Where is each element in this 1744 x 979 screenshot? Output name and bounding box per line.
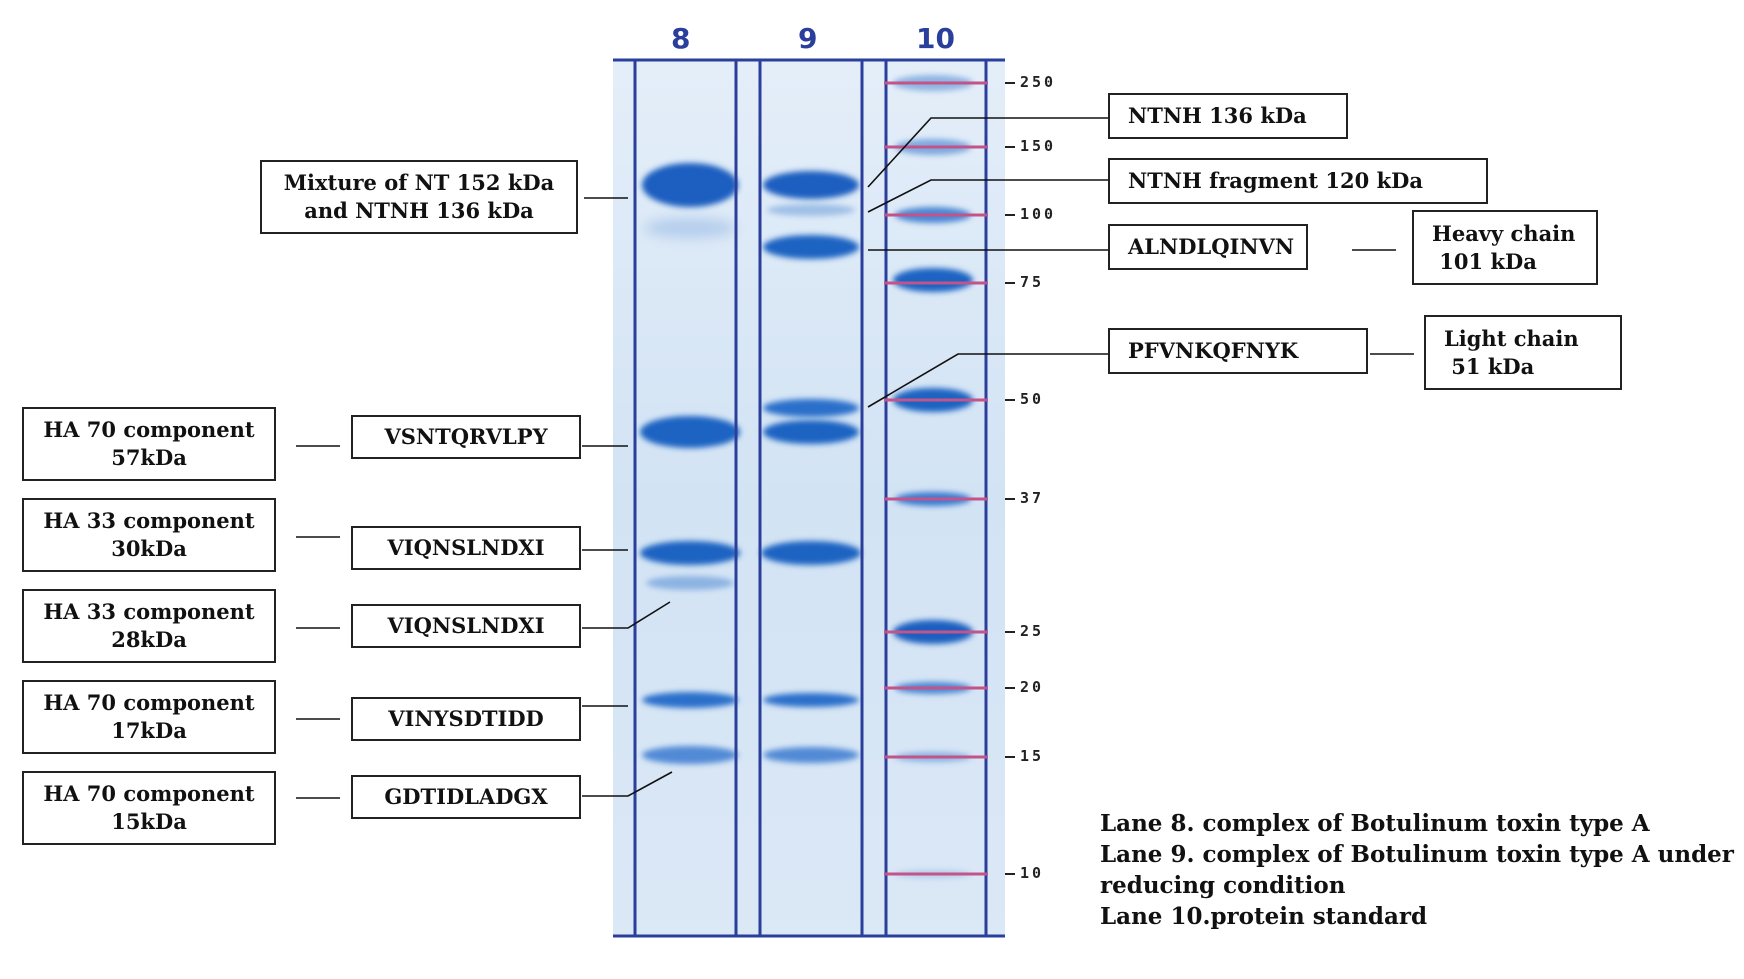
component-box-ha70-17: HA 70 component 17kDa — [22, 680, 276, 754]
marker-ticks — [1005, 82, 1015, 875]
component-box-ha33-30: HA 33 component 30kDa — [22, 498, 276, 572]
legend-line-1: Lane 8. complex of Botulinum toxin type … — [1100, 810, 1650, 837]
component-size: 17kDa — [111, 718, 187, 743]
component-size: 15kDa — [111, 809, 187, 834]
mw-label-100: 100 — [1020, 205, 1057, 223]
lane-10-bands — [893, 75, 973, 878]
heavy-seq-text: ALNDLQINVN — [1128, 234, 1295, 259]
sequence-text: GDTIDLADGX — [384, 784, 548, 809]
heavy-chain-size: 101 kDa — [1432, 248, 1537, 274]
lane-number-9: 9 — [798, 22, 818, 55]
band-lane8-57kda — [640, 416, 740, 448]
component-size: 57kDa — [111, 445, 187, 470]
sequence-box-gdtidladgx: GDTIDLADGX — [351, 775, 581, 819]
band-std-75 — [893, 268, 973, 292]
sequence-box-viqnslndxi-30: VIQNSLNDXI — [351, 526, 581, 570]
band-lane8-mixture — [642, 163, 738, 207]
mw-label-37: 37 — [1020, 489, 1045, 507]
mw-label-20: 20 — [1020, 678, 1045, 696]
band-lane9-57kda — [763, 420, 859, 444]
heavy-chain-box: Heavy chain 101 kDa — [1412, 210, 1598, 285]
band-lane8-15kda — [642, 746, 738, 764]
mw-label-75: 75 — [1020, 273, 1045, 291]
light-chain-box: Light chain 51 kDa — [1424, 315, 1622, 390]
sequence-text: VIQNSLNDXI — [387, 613, 545, 638]
lane-borders — [613, 58, 1005, 938]
band-lane9-light — [763, 399, 859, 417]
band-lane9-15kda — [763, 747, 859, 763]
mw-label-10: 10 — [1020, 864, 1045, 882]
figure-legend: Lane 8. complex of Botulinum toxin type … — [1100, 808, 1734, 932]
lane-number-8: 8 — [671, 22, 691, 55]
mixture-label-line1: Mixture of NT 152 kDa — [283, 170, 555, 195]
ntnh-label: NTNH 136 kDa — [1128, 103, 1307, 128]
band-lane9-heavy — [763, 235, 859, 259]
sequence-box-vsntqrvlpy: VSNTQRVLPY — [351, 415, 581, 459]
ntnh-label-box: NTNH 136 kDa — [1108, 93, 1348, 139]
component-box-ha33-28: HA 33 component 28kDa — [22, 589, 276, 663]
lane-number-10: 10 — [916, 22, 955, 55]
marker-lines — [884, 81, 988, 876]
sequence-box-viqnslndxi-28: VIQNSLNDXI — [351, 604, 581, 648]
band-lane9-17kda — [763, 693, 859, 707]
sequence-text: VIQNSLNDXI — [387, 535, 545, 560]
band-lane9-ntnh — [763, 171, 859, 199]
sequence-text: VSNTQRVLPY — [384, 424, 548, 449]
mixture-label-line2: and NTNH 136 kDa — [304, 198, 534, 223]
band-lane8-17kda — [642, 692, 738, 708]
mw-label-25: 25 — [1020, 622, 1045, 640]
light-chain-name: Light chain — [1444, 325, 1579, 351]
component-box-ha70-57: HA 70 component 57kDa — [22, 407, 276, 481]
component-name: HA 70 component — [43, 690, 255, 715]
mw-label-50: 50 — [1020, 390, 1045, 408]
band-lane9-fragment — [767, 204, 855, 216]
sequence-box-vinysdtidd: VINYSDTIDD — [351, 697, 581, 741]
ntnh-fragment-label: NTNH fragment 120 kDa — [1128, 168, 1423, 193]
heavy-chain-name: Heavy chain — [1432, 220, 1576, 246]
component-name: HA 33 component — [43, 508, 255, 533]
heavy-seq-box: ALNDLQINVN — [1108, 224, 1308, 270]
legend-line-3: reducing condition — [1100, 872, 1346, 899]
ntnh-fragment-label-box: NTNH fragment 120 kDa — [1108, 158, 1488, 204]
component-box-ha70-15: HA 70 component 15kDa — [22, 771, 276, 845]
component-name: HA 70 component — [43, 417, 255, 442]
component-name: HA 70 component — [43, 781, 255, 806]
light-seq-text: PFVNKQFNYK — [1128, 338, 1299, 363]
band-lane8-30kda — [640, 541, 740, 565]
connector-lines — [296, 117, 1414, 799]
lane-9-bands — [761, 171, 861, 763]
light-seq-box: PFVNKQFNYK — [1108, 328, 1368, 374]
band-lane8-28kda — [646, 576, 734, 590]
sequence-text: VINYSDTIDD — [388, 706, 544, 731]
mw-label-250: 250 — [1020, 73, 1057, 91]
component-size: 30kDa — [111, 536, 187, 561]
component-size: 28kDa — [111, 627, 187, 652]
mw-label-15: 15 — [1020, 747, 1045, 765]
legend-line-2: Lane 9. complex of Botulinum toxin type … — [1100, 841, 1734, 868]
legend-line-4: Lane 10.protein standard — [1100, 903, 1428, 930]
light-chain-size: 51 kDa — [1444, 353, 1535, 379]
mixture-label-box: Mixture of NT 152 kDa and NTNH 136 kDa — [260, 160, 578, 234]
band-lane8-haze — [644, 218, 736, 238]
lane-8-bands — [640, 163, 740, 764]
mw-label-150: 150 — [1020, 137, 1057, 155]
component-name: HA 33 component — [43, 599, 255, 624]
band-lane9-30kda — [761, 541, 861, 565]
